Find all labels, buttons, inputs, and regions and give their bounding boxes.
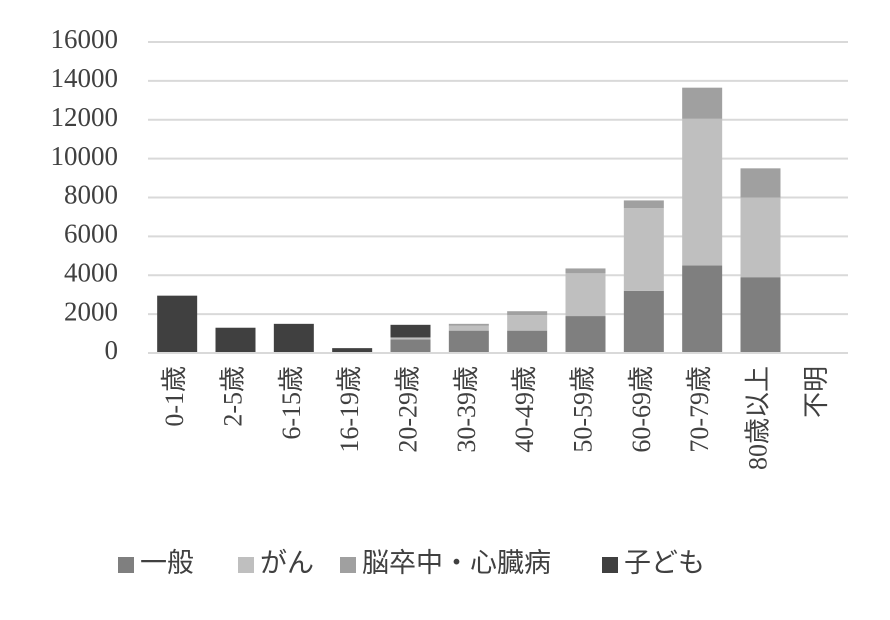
bar-segment <box>157 295 198 353</box>
y-tick-label: 0 <box>105 335 119 365</box>
y-tick-label: 4000 <box>64 257 118 287</box>
bar-segment <box>682 118 723 266</box>
y-tick-label: 2000 <box>64 296 118 326</box>
bar-segment <box>332 348 373 353</box>
x-tick-label: 16-19歳 <box>335 366 364 453</box>
bar-segment <box>448 323 489 326</box>
bar-segment <box>623 208 664 291</box>
bar-segment <box>390 339 431 353</box>
x-tick-label: 50-59歳 <box>568 366 597 453</box>
bar-segment <box>682 265 723 353</box>
x-tick-label: 6-15歳 <box>277 366 306 440</box>
y-tick-label: 12000 <box>51 102 119 132</box>
x-tick-label: 80歳以上 <box>743 366 772 470</box>
bar-segment <box>390 337 431 340</box>
x-tick-label: 60-69歳 <box>627 366 656 453</box>
y-tick-label: 6000 <box>64 219 118 249</box>
y-tick-label: 16000 <box>51 24 119 54</box>
legend-label: がん <box>260 548 314 578</box>
bar-segment <box>390 324 431 338</box>
y-tick-label: 8000 <box>64 180 118 210</box>
legend-swatch <box>340 557 356 573</box>
bar-segment <box>740 277 781 353</box>
bar-segment <box>565 268 606 274</box>
x-tick-label: 70-79歳 <box>685 366 714 453</box>
bar-segment <box>740 168 781 198</box>
bar-segment <box>273 323 314 353</box>
bar-segment <box>682 87 723 119</box>
bar-segment <box>623 200 664 209</box>
bar-segment <box>623 290 664 353</box>
x-tick-label: 40-49歳 <box>510 366 539 453</box>
legend-swatch <box>238 557 254 573</box>
x-tick-label: 20-29歳 <box>393 366 422 453</box>
legend-label: 脳卒中・心臓病 <box>362 548 551 578</box>
x-tick-label: 2-5歳 <box>218 366 247 427</box>
x-tick-label: 30-39歳 <box>452 366 481 453</box>
legend-swatch <box>118 557 134 573</box>
legend-label: 一般 <box>140 548 194 578</box>
bar-segment <box>507 311 548 316</box>
bar-segment <box>448 330 489 353</box>
y-tick-label: 14000 <box>51 63 119 93</box>
x-tick-label: 0-1歳 <box>160 366 189 427</box>
bar-segment <box>507 330 548 353</box>
bar-segment <box>565 316 606 353</box>
bar-segment <box>565 273 606 317</box>
y-tick-label: 10000 <box>51 141 119 171</box>
x-tick-label: 不明 <box>802 366 831 418</box>
bar-segment <box>507 315 548 331</box>
bar-segment <box>740 197 781 278</box>
legend-swatch <box>602 557 618 573</box>
bar-segment <box>448 325 489 331</box>
legend-label: 子ども <box>624 548 705 578</box>
bar-segment <box>215 327 256 353</box>
